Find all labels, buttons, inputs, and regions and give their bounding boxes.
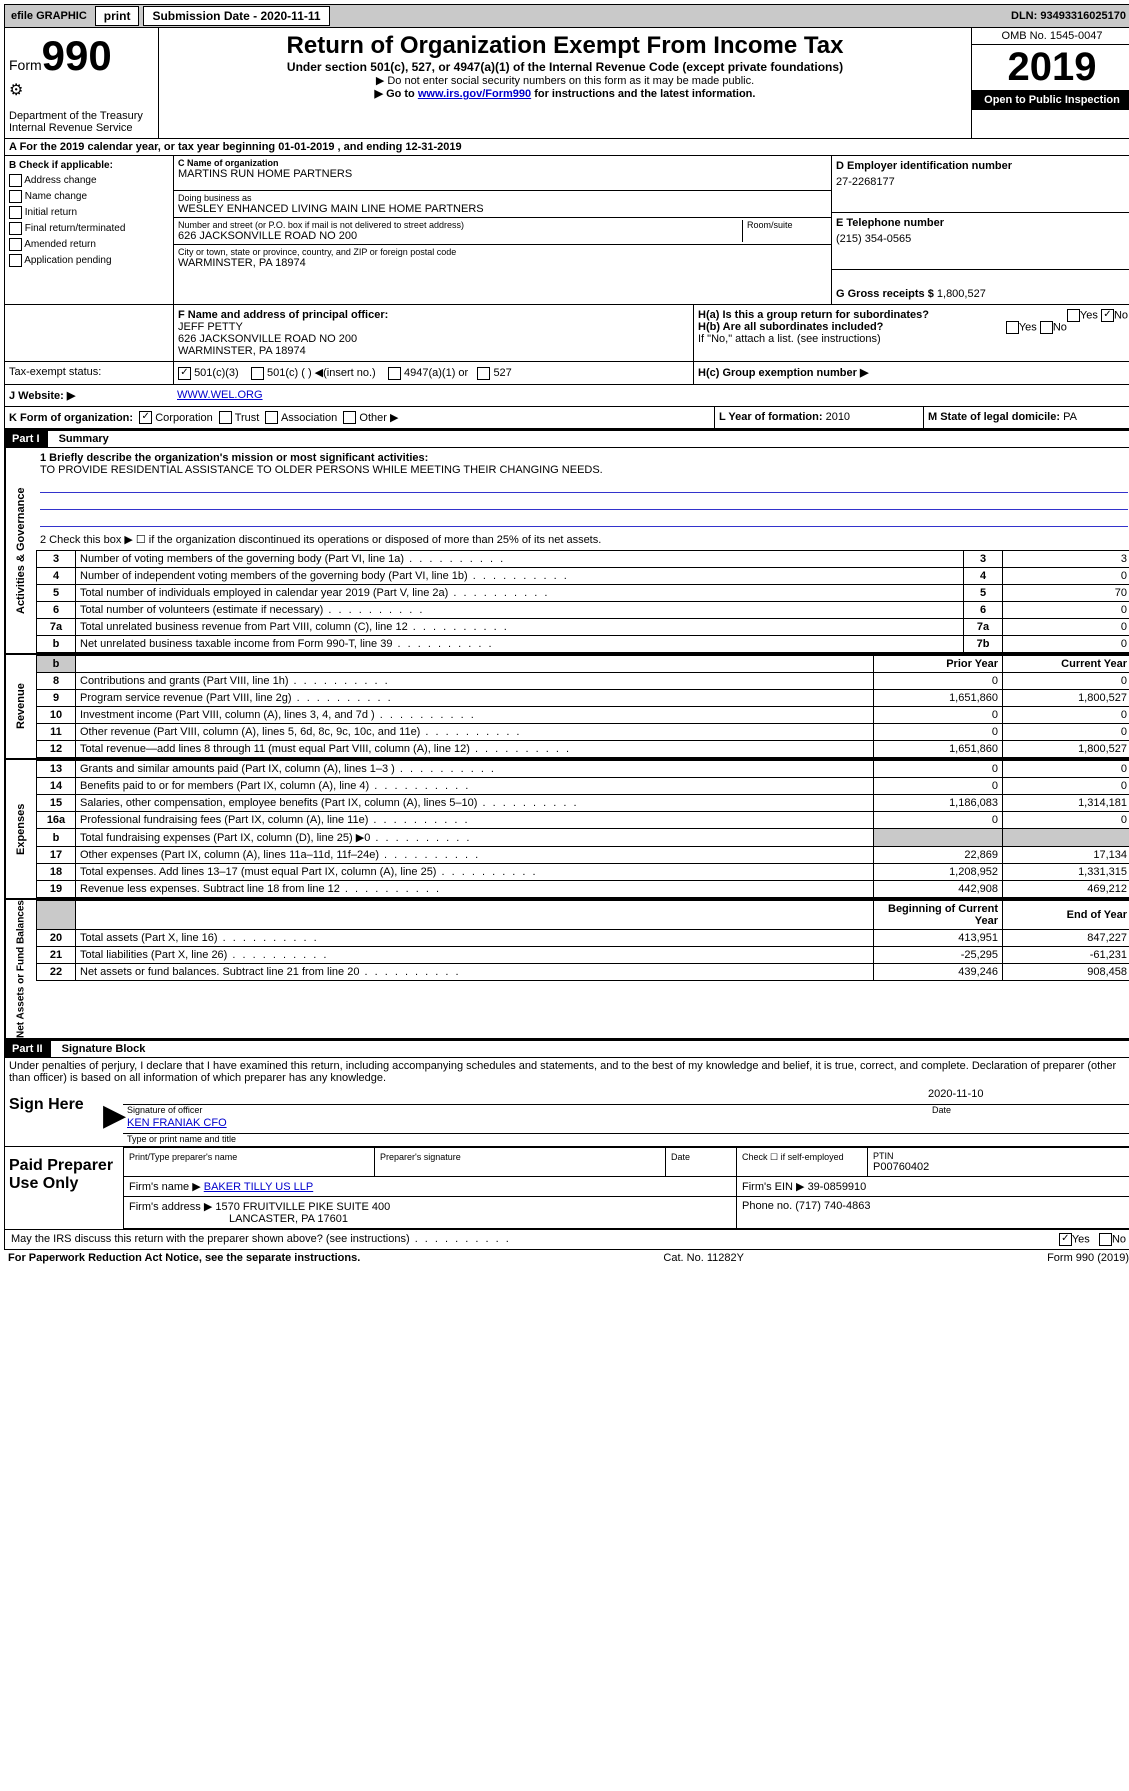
- phone: (215) 354-0565: [836, 233, 1128, 245]
- website-link[interactable]: WWW.WEL.ORG: [177, 389, 263, 401]
- paid-preparer-block: Paid Preparer Use Only Print/Type prepar…: [4, 1147, 1129, 1230]
- note-goto: ▶ Go to www.irs.gov/Form990 for instruct…: [169, 87, 961, 100]
- table-row: 19Revenue less expenses. Subtract line 1…: [37, 881, 1129, 898]
- header-info-block: B Check if applicable: Address change Na…: [4, 156, 1129, 305]
- box-f-h: F Name and address of principal officer:…: [4, 305, 1129, 362]
- print-button[interactable]: print: [95, 6, 140, 26]
- form-header: Form990 ⚙ Department of the Treasury Int…: [4, 28, 1129, 139]
- footer-row: For Paperwork Reduction Act Notice, see …: [4, 1250, 1129, 1266]
- net-assets-section: Net Assets or Fund Balances Beginning of…: [4, 900, 1129, 1040]
- table-row: 5Total number of individuals employed in…: [37, 585, 1129, 602]
- street-address: 626 JACKSONVILLE ROAD NO 200: [178, 230, 742, 242]
- city-state-zip: WARMINSTER, PA 18974: [178, 257, 827, 269]
- signer-name[interactable]: KEN FRANIAK CFO: [127, 1117, 227, 1129]
- dba-name: WESLEY ENHANCED LIVING MAIN LINE HOME PA…: [178, 203, 827, 215]
- table-row: 10Investment income (Part VIII, column (…: [37, 707, 1129, 724]
- part-i-header: Part I Summary: [4, 430, 1129, 448]
- table-row: 14Benefits paid to or for members (Part …: [37, 778, 1129, 795]
- part-ii-header: Part II Signature Block: [4, 1040, 1129, 1058]
- form-title: Return of Organization Exempt From Incom…: [169, 32, 961, 60]
- officer-name: JEFF PETTY: [178, 321, 689, 333]
- firm-ein: 39-0859910: [808, 1181, 867, 1193]
- expenses-table: 13Grants and similar amounts paid (Part …: [36, 760, 1129, 898]
- table-row: 21Total liabilities (Part X, line 26)-25…: [37, 947, 1129, 964]
- table-row: 3Number of voting members of the governi…: [37, 551, 1129, 568]
- dept-treasury: Department of the Treasury: [9, 110, 154, 122]
- irs-link[interactable]: www.irs.gov/Form990: [418, 88, 531, 100]
- box-c: C Name of organization MARTINS RUN HOME …: [174, 156, 832, 304]
- form-number: Form990: [9, 32, 154, 80]
- ptin: P00760402: [873, 1161, 1126, 1173]
- form-subtitle: Under section 501(c), 527, or 4947(a)(1)…: [169, 60, 961, 74]
- box-b: B Check if applicable: Address change Na…: [5, 156, 174, 304]
- activities-governance-section: Activities & Governance 1 Briefly descri…: [4, 448, 1129, 655]
- open-to-public: Open to Public Inspection: [972, 90, 1129, 110]
- table-row: 12Total revenue—add lines 8 through 11 (…: [37, 741, 1129, 758]
- tax-year: 2019: [972, 45, 1129, 90]
- discuss-row: May the IRS discuss this return with the…: [4, 1230, 1129, 1250]
- dln-label: DLN: 93493316025170: [1011, 10, 1129, 22]
- table-row: 4Number of independent voting members of…: [37, 568, 1129, 585]
- table-row: 18Total expenses. Add lines 13–17 (must …: [37, 864, 1129, 881]
- box-i: Tax-exempt status: 501(c)(3) 501(c) ( ) …: [4, 362, 1129, 385]
- revenue-section: Revenue b Prior Year Current Year 8Contr…: [4, 655, 1129, 760]
- gross-receipts: 1,800,527: [937, 288, 986, 300]
- table-row: 9Program service revenue (Part VIII, lin…: [37, 690, 1129, 707]
- table-row: 17Other expenses (Part IX, column (A), l…: [37, 847, 1129, 864]
- table-row: bTotal fundraising expenses (Part IX, co…: [37, 829, 1129, 847]
- mission-text: TO PROVIDE RESIDENTIAL ASSISTANCE TO OLD…: [40, 464, 1128, 476]
- table-row: 22Net assets or fund balances. Subtract …: [37, 964, 1129, 981]
- irs-label: Internal Revenue Service: [9, 122, 154, 134]
- preparer-phone: (717) 740-4863: [795, 1200, 870, 1212]
- net-assets-table: Beginning of Current Year End of Year 20…: [36, 900, 1129, 981]
- submission-date-button[interactable]: Submission Date - 2020-11-11: [143, 6, 329, 26]
- table-row: 8Contributions and grants (Part VIII, li…: [37, 673, 1129, 690]
- table-row: 20Total assets (Part X, line 16)413,9518…: [37, 930, 1129, 947]
- revenue-table: b Prior Year Current Year 8Contributions…: [36, 655, 1129, 758]
- ein: 27-2268177: [836, 176, 1128, 188]
- table-row: 16aProfessional fundraising fees (Part I…: [37, 812, 1129, 829]
- table-row: 11Other revenue (Part VIII, column (A), …: [37, 724, 1129, 741]
- line-a: A For the 2019 calendar year, or tax yea…: [4, 139, 1129, 156]
- sign-here-block: Sign Here ▶ 2020-11-10 Signature of offi…: [4, 1086, 1129, 1147]
- table-row: bNet unrelated business taxable income f…: [37, 636, 1129, 653]
- box-d-e-g: D Employer identification number 27-2268…: [832, 156, 1129, 304]
- note-ssn: ▶ Do not enter social security numbers o…: [169, 74, 961, 87]
- table-row: 7aTotal unrelated business revenue from …: [37, 619, 1129, 636]
- top-toolbar: efile GRAPHIC print Submission Date - 20…: [4, 4, 1129, 28]
- firm-name[interactable]: BAKER TILLY US LLP: [204, 1181, 313, 1193]
- perjury-declaration: Under penalties of perjury, I declare th…: [4, 1058, 1129, 1086]
- efile-label: efile GRAPHIC: [5, 10, 93, 22]
- org-name: MARTINS RUN HOME PARTNERS: [178, 168, 827, 180]
- governance-table: 3Number of voting members of the governi…: [36, 550, 1129, 653]
- omb-number: OMB No. 1545-0047: [972, 28, 1129, 45]
- table-row: 15Salaries, other compensation, employee…: [37, 795, 1129, 812]
- table-row: 6Total number of volunteers (estimate if…: [37, 602, 1129, 619]
- box-j: J Website: ▶ WWW.WEL.ORG: [4, 385, 1129, 407]
- expenses-section: Expenses 13Grants and similar amounts pa…: [4, 760, 1129, 900]
- table-row: 13Grants and similar amounts paid (Part …: [37, 761, 1129, 778]
- box-k-l-m: K Form of organization: Corporation Trus…: [4, 407, 1129, 431]
